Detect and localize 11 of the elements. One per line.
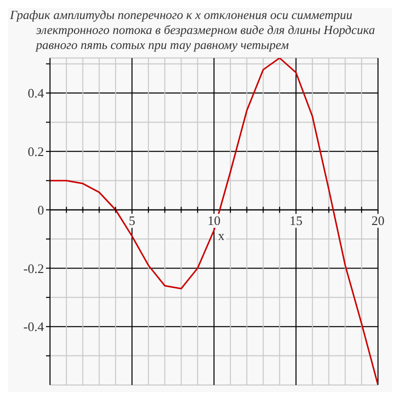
- x-tick-label: 20: [372, 212, 384, 228]
- x-tick-label: 15: [290, 212, 302, 228]
- y-tick-label: 0.4: [28, 86, 44, 101]
- y-tick-label: 0: [38, 202, 44, 218]
- x-axis-title: x: [217, 228, 226, 243]
- x-tick-label: 10: [208, 212, 220, 228]
- chart-title: График амплитуды поперечного к x отклонения оси симметрии электронного потока в безразмерном виде для длины Нордсика равного пять сотых при тау равному четырем: [10, 8, 376, 53]
- y-tick-label: 0.2: [28, 144, 44, 160]
- y-tick-label: -0.4: [23, 319, 44, 334]
- y-tick-label: -0.2: [23, 260, 44, 276]
- x-tick-label: 5: [128, 212, 136, 228]
